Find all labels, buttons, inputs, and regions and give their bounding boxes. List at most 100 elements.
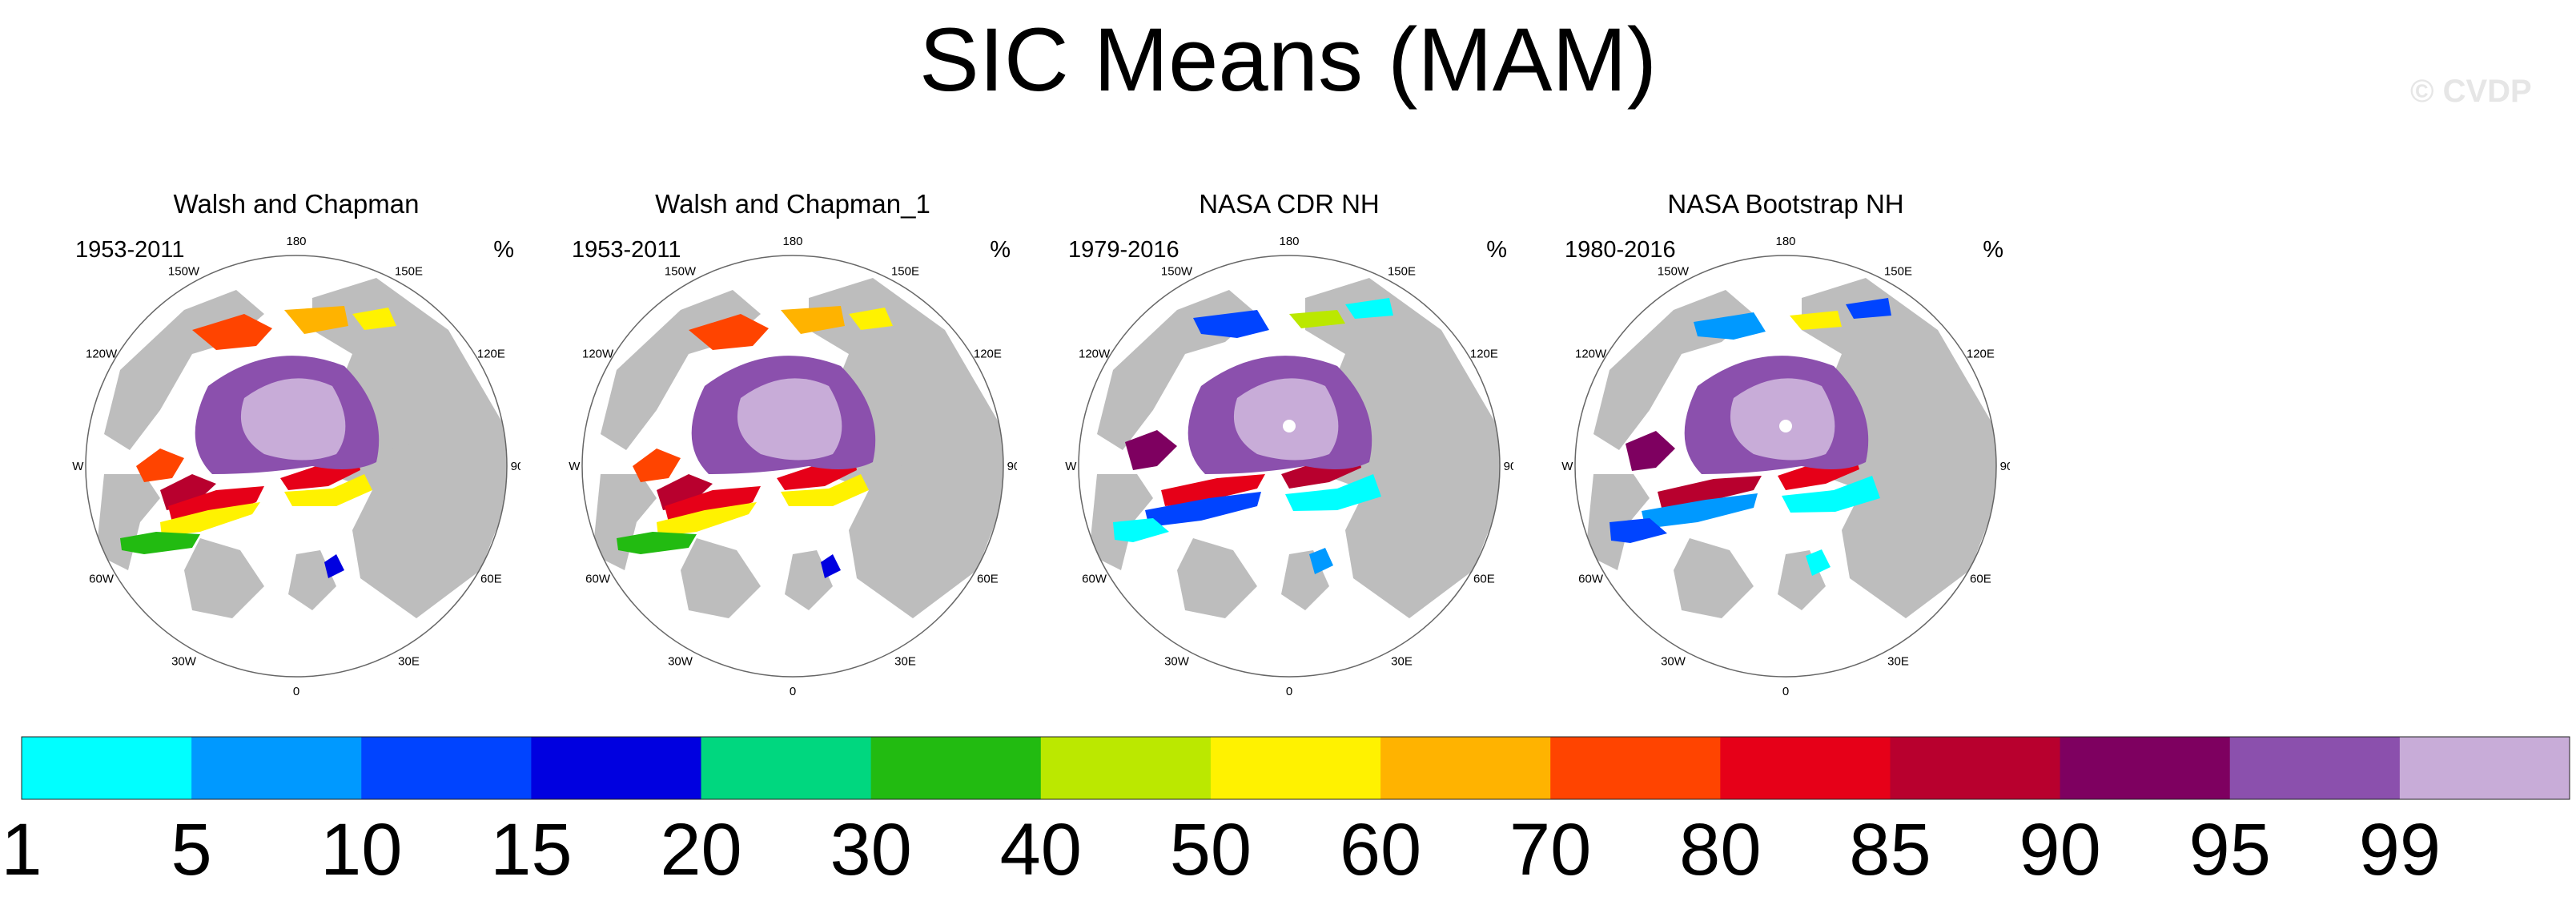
colorbar-swatch bbox=[1890, 737, 2061, 799]
sea-ice-band bbox=[1694, 312, 1766, 340]
sea-ice-band bbox=[284, 474, 372, 506]
landmass bbox=[184, 538, 264, 618]
colorbar-tick-label: 90 bbox=[2019, 809, 2100, 891]
landmass bbox=[885, 444, 917, 468]
map-boundary bbox=[1078, 255, 1501, 678]
map-boundary bbox=[85, 255, 508, 678]
colorbar-swatch bbox=[191, 737, 362, 799]
sea-ice-band bbox=[352, 308, 396, 330]
sea-ice-band bbox=[1790, 311, 1842, 330]
sea-ice-band bbox=[1345, 298, 1393, 319]
longitude-label: 120E bbox=[477, 348, 505, 361]
longitude-label: 0 bbox=[1782, 685, 1789, 698]
longitude-label: 60E bbox=[1473, 573, 1495, 586]
longitude-label: 150E bbox=[891, 265, 919, 279]
longitude-label: 30E bbox=[1391, 654, 1413, 668]
sea-ice-99-plus bbox=[240, 378, 346, 461]
colorbar-swatch bbox=[1210, 737, 1381, 799]
longitude-label: 30E bbox=[894, 654, 916, 668]
longitude-label: 90W bbox=[569, 460, 581, 473]
longitude-label: 60W bbox=[1082, 573, 1107, 586]
colorbar-swatch bbox=[701, 737, 872, 799]
colorbar-tick-label: 85 bbox=[1849, 809, 1931, 891]
landmass bbox=[288, 550, 336, 610]
longitude-label: 60E bbox=[1970, 573, 1991, 586]
sea-ice-band bbox=[136, 448, 184, 482]
sea-ice-band bbox=[1846, 298, 1891, 319]
colorbar-tick-label: 70 bbox=[1509, 809, 1591, 891]
colorbar-swatch bbox=[2229, 737, 2401, 799]
colorbar-swatch bbox=[1040, 737, 1212, 799]
colorbar-tick-label: 99 bbox=[2359, 809, 2441, 891]
sea-ice-band bbox=[1113, 518, 1169, 542]
longitude-label: 120E bbox=[1967, 348, 1995, 361]
sea-ice-band bbox=[1285, 474, 1381, 511]
pole-hole bbox=[1283, 420, 1296, 432]
longitude-label: 120W bbox=[1079, 348, 1111, 361]
polar-map: 180 150E 120E 90E 60E 30E 0 30W 60W 90W 120W 150W bbox=[1065, 235, 1513, 698]
longitude-label: 150W bbox=[168, 265, 200, 279]
colorbar-frame bbox=[21, 736, 2570, 800]
longitude-label: 90E bbox=[511, 460, 520, 473]
colorbar-swatch bbox=[2060, 737, 2231, 799]
figure-title: SIC Means (MAM) bbox=[919, 10, 1657, 110]
colorbar-tick-label: 80 bbox=[1679, 809, 1761, 891]
sea-ice-band bbox=[1658, 476, 1762, 508]
colorbar-swatch bbox=[1550, 737, 1721, 799]
panel-title: NASA Bootstrap NH bbox=[1667, 189, 1904, 219]
longitude-label: 120W bbox=[1575, 348, 1607, 361]
longitude-label: 60E bbox=[977, 573, 999, 586]
panel-title: NASA CDR NH bbox=[1199, 189, 1380, 219]
longitude-label: 180 bbox=[1279, 235, 1299, 248]
longitude-label: 90E bbox=[2000, 460, 2010, 473]
map-boundary bbox=[581, 255, 1004, 678]
landmass bbox=[1177, 538, 1257, 618]
longitude-label: 30E bbox=[398, 654, 420, 668]
colorbar-swatch bbox=[22, 737, 192, 799]
longitude-label: 120W bbox=[86, 348, 118, 361]
longitude-label: 120W bbox=[582, 348, 614, 361]
landmass bbox=[785, 550, 833, 610]
longitude-label: 90E bbox=[1007, 460, 1017, 473]
polar-map: 180 150E 120E 90E 60E 30E 0 30W 60W 90W 120W 150W bbox=[72, 235, 520, 698]
colorbar-swatch bbox=[361, 737, 532, 799]
longitude-label: 30W bbox=[171, 654, 197, 668]
sea-ice-band bbox=[1145, 492, 1261, 527]
longitude-label: 0 bbox=[790, 685, 796, 698]
polar-map: 180 150E 120E 90E 60E 30E 0 30W 60W 90W 120W 150W bbox=[1561, 235, 2010, 698]
landmass bbox=[1878, 444, 1910, 468]
longitude-label: 150E bbox=[395, 265, 423, 279]
longitude-label: 90E bbox=[1504, 460, 1513, 473]
panel-unit: % bbox=[1983, 237, 2003, 263]
map-panel-2: Walsh and Chapman_1 1953-2011 % 180 150E 1… bbox=[569, 186, 1017, 698]
longitude-label: 0 bbox=[293, 685, 299, 698]
longitude-label: 150W bbox=[665, 265, 697, 279]
sea-ice-band bbox=[821, 554, 841, 578]
sea-ice-band bbox=[781, 474, 869, 506]
landmass bbox=[593, 474, 657, 570]
colorbar-tick-label: 50 bbox=[1170, 809, 1252, 891]
longitude-label: 60E bbox=[480, 573, 502, 586]
sea-ice-band bbox=[849, 308, 893, 330]
sea-ice-band bbox=[657, 474, 713, 510]
longitude-label: 150W bbox=[1161, 265, 1193, 279]
colorbar-tick-label: 15 bbox=[490, 809, 572, 891]
panel-title: Walsh and Chapman_1 bbox=[655, 189, 930, 219]
sea-ice-band bbox=[324, 554, 344, 578]
panel-years: 1979-2016 bbox=[1068, 237, 1179, 263]
map-panel-3: NASA CDR NH 1979-2016 % 180 150E 120E 90E 60… bbox=[1065, 186, 1513, 698]
sea-ice-band bbox=[689, 314, 769, 350]
longitude-label: 90W bbox=[72, 460, 84, 473]
longitude-label: 120E bbox=[1470, 348, 1498, 361]
colorbar-swatch bbox=[870, 737, 1042, 799]
landmass bbox=[1381, 444, 1413, 468]
panel-years: 1980-2016 bbox=[1565, 237, 1676, 263]
polar-map: 180 150E 120E 90E 60E 30E 0 30W 60W 90W 120W 150W bbox=[569, 235, 1017, 698]
colorbar-tick-label: 20 bbox=[660, 809, 741, 891]
sea-ice-band bbox=[1193, 310, 1269, 338]
map-panel-1: Walsh and Chapman 1953-2011 % 180 150E 120… bbox=[72, 186, 520, 698]
panel-unit: % bbox=[1486, 237, 1507, 263]
landmass bbox=[681, 538, 761, 618]
longitude-label: 30E bbox=[1887, 654, 1909, 668]
map-panel-4: NASA Bootstrap NH 1980-2016 % 180 150E 120… bbox=[1561, 186, 2010, 698]
